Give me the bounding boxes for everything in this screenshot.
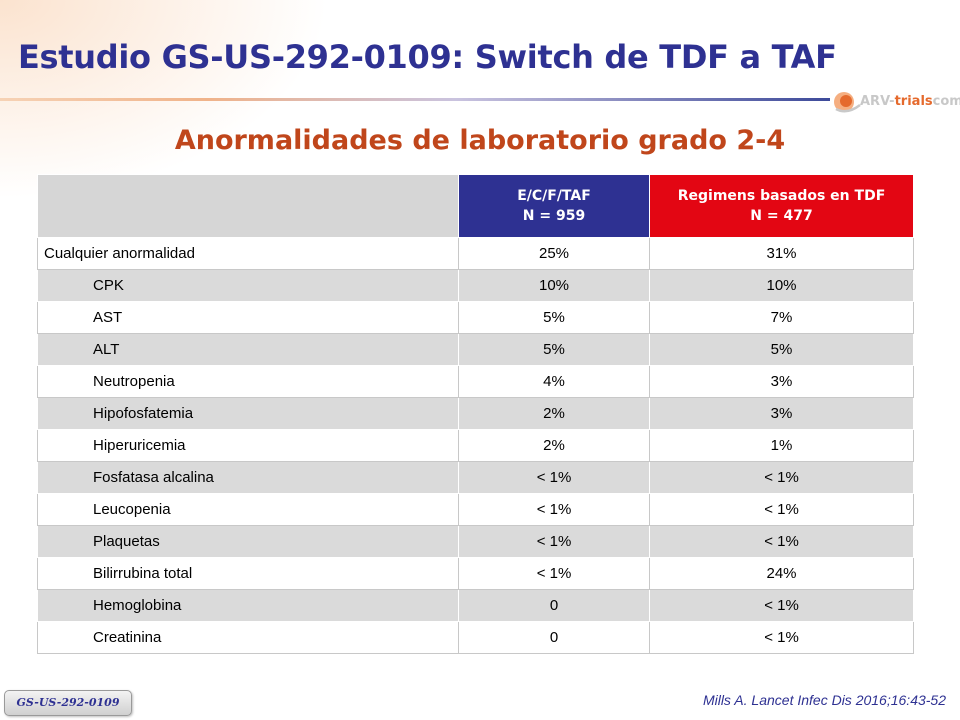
title-divider (0, 98, 830, 101)
row-label: Hemoglobina (37, 589, 459, 622)
header-taf-name: E/C/F/TAF (517, 188, 591, 204)
row-label: Plaquetas (37, 525, 459, 558)
cell-tdf-value: < 1% (649, 461, 914, 494)
row-label: Cualquier anormalidad (37, 237, 459, 270)
cell-taf-value: 0 (458, 621, 650, 654)
citation-reference: Mills A. Lancet Infec Dis 2016;16:43-52 (702, 692, 946, 708)
row-label: ALT (37, 333, 459, 366)
cell-taf-value: < 1% (458, 461, 650, 494)
logo-swirl-icon (834, 92, 861, 113)
cell-tdf-value: 24% (649, 557, 914, 590)
table-row: Hipofosfatemia 2% 3% (37, 397, 914, 430)
cell-taf-value: < 1% (458, 493, 650, 526)
row-label: Hipofosfatemia (37, 397, 459, 430)
study-tag-badge: GS-US-292-0109 (4, 690, 132, 716)
row-label: Fosfatasa alcalina (37, 461, 459, 494)
table-row: Fosfatasa alcalina < 1% < 1% (37, 461, 914, 494)
lab-abnormalities-table: E/C/F/TAF N = 959 Regimens basados en TD… (37, 174, 914, 654)
cell-tdf-value: 3% (649, 365, 914, 398)
row-label: Creatinina (37, 621, 459, 654)
table-row: ALT 5% 5% (37, 333, 914, 366)
table-row: Hiperuricemia 2% 1% (37, 429, 914, 462)
cell-tdf-value: < 1% (649, 493, 914, 526)
table-row: Creatinina 0 < 1% (37, 621, 914, 654)
table-row: Bilirrubina total < 1% 24% (37, 557, 914, 590)
cell-taf-value: 25% (458, 237, 650, 270)
study-tag-label: GS-US-292-0109 (16, 696, 120, 709)
table-row: Neutropenia 4% 3% (37, 365, 914, 398)
table-row: Cualquier anormalidad 25% 31% (37, 237, 914, 270)
cell-tdf-value: 10% (649, 269, 914, 302)
cell-taf-value: < 1% (458, 557, 650, 590)
row-label: Neutropenia (37, 365, 459, 398)
table-row: Hemoglobina 0 < 1% (37, 589, 914, 622)
cell-taf-value: 5% (458, 333, 650, 366)
cell-taf-value: < 1% (458, 525, 650, 558)
table-row: Leucopenia < 1% < 1% (37, 493, 914, 526)
row-label: Bilirrubina total (37, 557, 459, 590)
cell-tdf-value: 3% (649, 397, 914, 430)
row-label: Hiperuricemia (37, 429, 459, 462)
page-title: Estudio GS-US-292-0109: Switch de TDF a … (18, 38, 837, 76)
cell-tdf-value: < 1% (649, 589, 914, 622)
cell-taf-value: 4% (458, 365, 650, 398)
cell-tdf-value: 1% (649, 429, 914, 462)
cell-taf-value: 10% (458, 269, 650, 302)
header-blank-cell (37, 174, 459, 238)
cell-tdf-value: < 1% (649, 525, 914, 558)
header-taf-n: N = 959 (522, 208, 586, 224)
table-row: Plaquetas < 1% < 1% (37, 525, 914, 558)
arv-trials-logo: ARV-trialscom (832, 85, 960, 117)
row-label: Leucopenia (37, 493, 459, 526)
table-heading: Anormalidades de laboratorio grado 2-4 (174, 125, 786, 156)
logo-text-arv: ARV- (860, 94, 895, 109)
header-tdf-n: N = 477 (750, 208, 813, 224)
header-tdf-name: Regimens basados en TDF (677, 188, 886, 204)
table-row: CPK 10% 10% (37, 269, 914, 302)
logo-text: ARV-trialscom (860, 94, 960, 109)
table-body: Cualquier anormalidad 25% 31% CPK 10% 10% AST 5… (37, 237, 914, 654)
header-tdf-column: Regimens basados en TDF N = 477 (649, 174, 914, 238)
logo-text-com: com (932, 94, 960, 109)
row-label: AST (37, 301, 459, 334)
cell-tdf-value: < 1% (649, 621, 914, 654)
cell-taf-value: 2% (458, 429, 650, 462)
cell-tdf-value: 7% (649, 301, 914, 334)
table-header-row: E/C/F/TAF N = 959 Regimens basados en TD… (37, 174, 914, 238)
cell-taf-value: 5% (458, 301, 650, 334)
row-label: CPK (37, 269, 459, 302)
table-row: AST 5% 7% (37, 301, 914, 334)
logo-text-trials: trials (894, 94, 933, 109)
cell-tdf-value: 31% (649, 237, 914, 270)
header-taf-column: E/C/F/TAF N = 959 (458, 174, 650, 238)
cell-taf-value: 0 (458, 589, 650, 622)
cell-tdf-value: 5% (649, 333, 914, 366)
cell-taf-value: 2% (458, 397, 650, 430)
